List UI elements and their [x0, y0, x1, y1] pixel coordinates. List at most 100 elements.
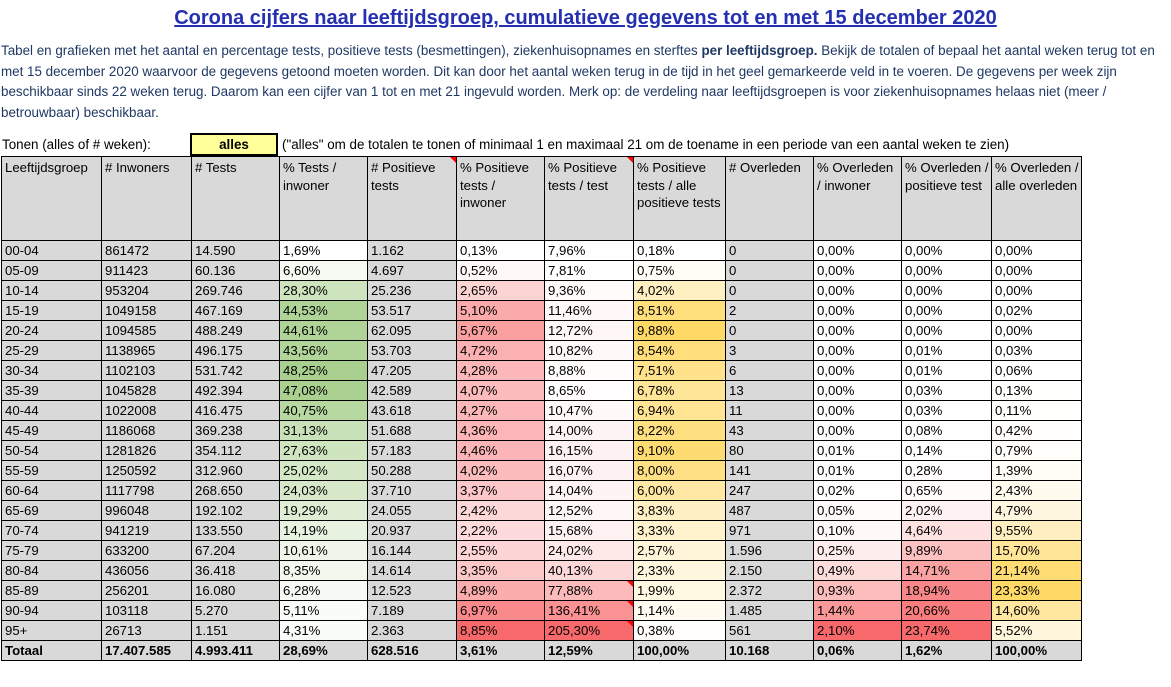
table-cell[interactable]: 20,66% [901, 600, 992, 622]
table-cell[interactable]: 26713 [101, 620, 192, 642]
table-cell[interactable]: 0,03% [901, 400, 992, 422]
table-cell[interactable]: 488.249 [191, 320, 280, 342]
table-cell[interactable]: 42.589 [367, 380, 457, 402]
table-cell[interactable]: 0,00% [813, 280, 902, 302]
table-cell[interactable]: 0,18% [633, 240, 726, 262]
table-cell[interactable]: 0,00% [991, 240, 1082, 262]
table-cell[interactable]: 1.151 [191, 620, 280, 642]
table-cell[interactable]: 0,93% [813, 580, 902, 602]
table-cell[interactable]: 14,71% [901, 560, 992, 582]
table-cell[interactable]: 6,00% [633, 480, 726, 502]
table-cell[interactable]: 53.517 [367, 300, 457, 322]
row-label[interactable]: 90-94 [1, 600, 102, 622]
table-cell[interactable]: 1250592 [101, 460, 192, 482]
table-cell[interactable]: 2,02% [901, 500, 992, 522]
table-cell[interactable]: 2.363 [367, 620, 457, 642]
table-cell[interactable]: 13 [725, 380, 814, 402]
table-cell[interactable]: 43.618 [367, 400, 457, 422]
weeks-input[interactable]: alles [190, 133, 278, 157]
table-cell[interactable]: 31,13% [279, 420, 368, 442]
table-cell[interactable]: 0,11% [991, 400, 1082, 422]
table-cell[interactable]: 8,22% [633, 420, 726, 442]
table-cell[interactable]: 4,36% [456, 420, 545, 442]
table-cell[interactable]: 0,25% [813, 540, 902, 562]
table-cell[interactable]: 1094585 [101, 320, 192, 342]
table-cell[interactable]: 2.372 [725, 580, 814, 602]
table-cell[interactable]: 0,02% [991, 300, 1082, 322]
table-cell[interactable]: 44,53% [279, 300, 368, 322]
table-cell[interactable]: 1281826 [101, 440, 192, 462]
table-cell[interactable]: 0,00% [901, 280, 992, 302]
table-cell[interactable]: 4,07% [456, 380, 545, 402]
table-cell[interactable]: 60.136 [191, 260, 280, 282]
table-cell[interactable]: 80 [725, 440, 814, 462]
header-positieve-tests-alle-positieve-tests[interactable]: % Positieve tests / alle positieve tests [633, 156, 726, 242]
table-cell[interactable]: 48,25% [279, 360, 368, 382]
table-cell[interactable]: 8,35% [279, 560, 368, 582]
table-cell[interactable]: 496.175 [191, 340, 280, 362]
table-cell[interactable]: 16,07% [544, 460, 634, 482]
table-cell[interactable]: 2,42% [456, 500, 545, 522]
table-cell[interactable]: 0,52% [456, 260, 545, 282]
table-cell[interactable]: 5,67% [456, 320, 545, 342]
table-cell[interactable]: 0,01% [813, 440, 902, 462]
table-cell[interactable]: 0,00% [813, 420, 902, 442]
table-cell[interactable]: 0,01% [901, 340, 992, 362]
table-cell[interactable]: 4,79% [991, 500, 1082, 522]
table-cell[interactable]: 14.590 [191, 240, 280, 262]
header-positieve-tests-inwoner[interactable]: % Positieve tests / inwoner [456, 156, 545, 242]
row-label[interactable]: 55-59 [1, 460, 102, 482]
row-label[interactable]: 15-19 [1, 300, 102, 322]
table-cell[interactable]: 256201 [101, 580, 192, 602]
table-cell[interactable]: 0,00% [991, 260, 1082, 282]
table-cell[interactable]: 192.102 [191, 500, 280, 522]
table-cell[interactable]: 369.238 [191, 420, 280, 442]
table-cell[interactable]: 9,89% [901, 540, 992, 562]
table-cell[interactable]: 1102103 [101, 360, 192, 382]
row-label[interactable]: 95+ [1, 620, 102, 642]
table-cell[interactable]: 205,30% [544, 620, 634, 642]
table-cell[interactable]: 0,05% [813, 500, 902, 522]
table-cell[interactable]: 0,03% [991, 340, 1082, 362]
table-cell[interactable]: 23,74% [901, 620, 992, 642]
row-label[interactable]: 00-04 [1, 240, 102, 262]
table-cell[interactable]: 51.688 [367, 420, 457, 442]
table-cell[interactable]: 2,10% [813, 620, 902, 642]
table-cell[interactable]: 8,00% [633, 460, 726, 482]
table-cell[interactable]: 2 [725, 300, 814, 322]
table-cell[interactable]: 27,63% [279, 440, 368, 462]
table-cell[interactable]: 62.095 [367, 320, 457, 342]
table-cell[interactable]: 1186068 [101, 420, 192, 442]
table-cell[interactable]: 531.742 [191, 360, 280, 382]
table-cell[interactable]: 0,13% [991, 380, 1082, 402]
table-cell[interactable]: 77,88% [544, 580, 634, 602]
table-cell[interactable]: 561 [725, 620, 814, 642]
table-cell[interactable]: 0,00% [991, 280, 1082, 302]
table-cell[interactable]: 25,02% [279, 460, 368, 482]
table-cell[interactable]: 19,29% [279, 500, 368, 522]
table-cell[interactable]: 3,83% [633, 500, 726, 522]
table-cell[interactable]: 996048 [101, 500, 192, 522]
table-cell[interactable]: 50.288 [367, 460, 457, 482]
table-cell[interactable]: 0,06% [991, 360, 1082, 382]
total-cell[interactable]: 3,61% [456, 640, 545, 662]
header-overleden-alle-overleden[interactable]: % Overleden / alle overleden [991, 156, 1082, 242]
table-cell[interactable]: 23,33% [991, 580, 1082, 602]
row-label[interactable]: 35-39 [1, 380, 102, 402]
table-cell[interactable]: 4,89% [456, 580, 545, 602]
table-cell[interactable]: 1138965 [101, 340, 192, 362]
row-label[interactable]: 50-54 [1, 440, 102, 462]
table-cell[interactable]: 0,00% [813, 340, 902, 362]
table-cell[interactable]: 269.746 [191, 280, 280, 302]
table-cell[interactable]: 28,30% [279, 280, 368, 302]
table-cell[interactable]: 0 [725, 240, 814, 262]
table-cell[interactable]: 16,15% [544, 440, 634, 462]
table-cell[interactable]: 8,65% [544, 380, 634, 402]
table-cell[interactable]: 0 [725, 280, 814, 302]
table-cell[interactable]: 0,00% [901, 240, 992, 262]
table-cell[interactable]: 1022008 [101, 400, 192, 422]
table-cell[interactable]: 133.550 [191, 520, 280, 542]
row-label[interactable]: 80-84 [1, 560, 102, 582]
header-leeftijdsgroep[interactable]: Leeftijdsgroep [1, 156, 102, 242]
table-cell[interactable]: 0 [725, 260, 814, 282]
